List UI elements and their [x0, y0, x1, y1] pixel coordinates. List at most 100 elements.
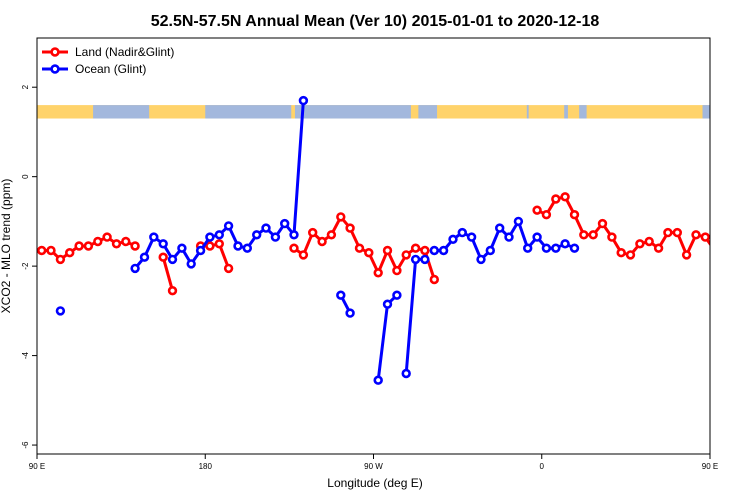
x-tick-label: 180 [199, 462, 213, 471]
y-tick-label: -6 [21, 441, 30, 449]
data-point [373, 375, 383, 385]
data-point [111, 239, 122, 249]
data-point [672, 227, 682, 238]
data-point [214, 239, 225, 249]
data-point [149, 232, 159, 242]
data-point [55, 254, 66, 265]
data-point [541, 210, 552, 220]
series-land [37, 192, 746, 296]
data-point [195, 245, 206, 256]
data-point [551, 194, 561, 204]
data-point [681, 250, 692, 260]
data-point [448, 234, 458, 245]
data-point [326, 230, 337, 240]
data-point [298, 250, 309, 260]
legend-marker [50, 47, 60, 57]
data-point [64, 248, 75, 258]
data-point [336, 290, 346, 300]
legend-label: Land (Nadir&Glint) [75, 45, 174, 59]
data-point [167, 254, 178, 265]
data-point [691, 230, 701, 240]
data-point [46, 245, 56, 256]
ocean-band-segment [526, 105, 529, 119]
data-point [653, 243, 664, 253]
data-point [130, 263, 140, 274]
x-tick-label: 90 E [29, 462, 45, 471]
legend-item-ocean: Ocean (Glint) [42, 62, 146, 76]
data-point [55, 306, 66, 316]
data-point [37, 245, 47, 256]
legend-item-land: Land (Nadir&Glint) [42, 45, 174, 59]
ocean-band-segment [418, 105, 438, 119]
data-point [466, 232, 477, 242]
data-point [280, 218, 290, 229]
data-point [261, 223, 271, 233]
data-point [739, 252, 746, 259]
data-point [457, 227, 467, 238]
data-point [476, 254, 486, 265]
data-point [308, 227, 318, 238]
data-point [700, 232, 710, 242]
data-point [401, 250, 411, 260]
data-point [644, 236, 654, 247]
data-point [410, 254, 421, 265]
ocean-band-segment [294, 105, 411, 119]
x-tick-label: 90 E [702, 462, 718, 471]
ocean-band-segment [93, 105, 150, 119]
y-tick-label: 0 [21, 174, 30, 179]
data-point [102, 232, 112, 242]
x-tick-label: 90 W [364, 462, 383, 471]
data-point [214, 230, 225, 240]
data-point [252, 230, 262, 240]
data-point [522, 243, 533, 253]
data-point [186, 259, 196, 269]
data-point [392, 265, 402, 276]
data-point [382, 299, 393, 309]
data-point [438, 245, 449, 256]
data-point [616, 248, 626, 258]
data-point [364, 248, 374, 258]
ocean-band-segment [744, 105, 750, 118]
data-point [93, 236, 103, 247]
data-point [495, 223, 505, 233]
data-point [242, 243, 253, 253]
ocean-band-segment [205, 105, 292, 119]
data-point [205, 232, 215, 242]
data-point [721, 245, 728, 252]
data-point [130, 241, 140, 251]
data-point [551, 243, 561, 253]
data-point [289, 243, 299, 253]
chart-title: 52.5N-57.5N Annual Mean (Ver 10) 2015-01… [151, 13, 600, 30]
data-point [560, 239, 570, 249]
data-point [532, 205, 542, 215]
data-point [223, 263, 234, 274]
data-point [597, 218, 608, 229]
y-tick-label: -4 [21, 351, 30, 359]
data-point [392, 290, 402, 300]
data-point [205, 241, 215, 251]
data-point [541, 243, 552, 253]
y-axis-label: XCO2 - MLO trend (ppm) [0, 179, 13, 314]
data-point [336, 212, 346, 222]
x-tick-label: 0 [540, 462, 545, 471]
data-point [289, 230, 299, 240]
data-point [588, 230, 598, 240]
series-ocean [55, 95, 580, 385]
data-point [345, 308, 355, 318]
data-point [270, 232, 281, 242]
ocean-band-segment [579, 105, 587, 119]
data-point [410, 243, 421, 253]
data-point [382, 245, 393, 256]
series-line [161, 256, 174, 292]
data-point [345, 223, 355, 233]
land-ocean-band [37, 105, 750, 119]
series-line [536, 195, 710, 257]
data-point [401, 368, 411, 379]
data-point [420, 254, 430, 265]
data-point [569, 243, 580, 253]
data-point [429, 274, 439, 285]
data-point [317, 236, 327, 247]
series-line [404, 257, 425, 374]
data-point [74, 241, 84, 251]
data-point [730, 256, 737, 263]
